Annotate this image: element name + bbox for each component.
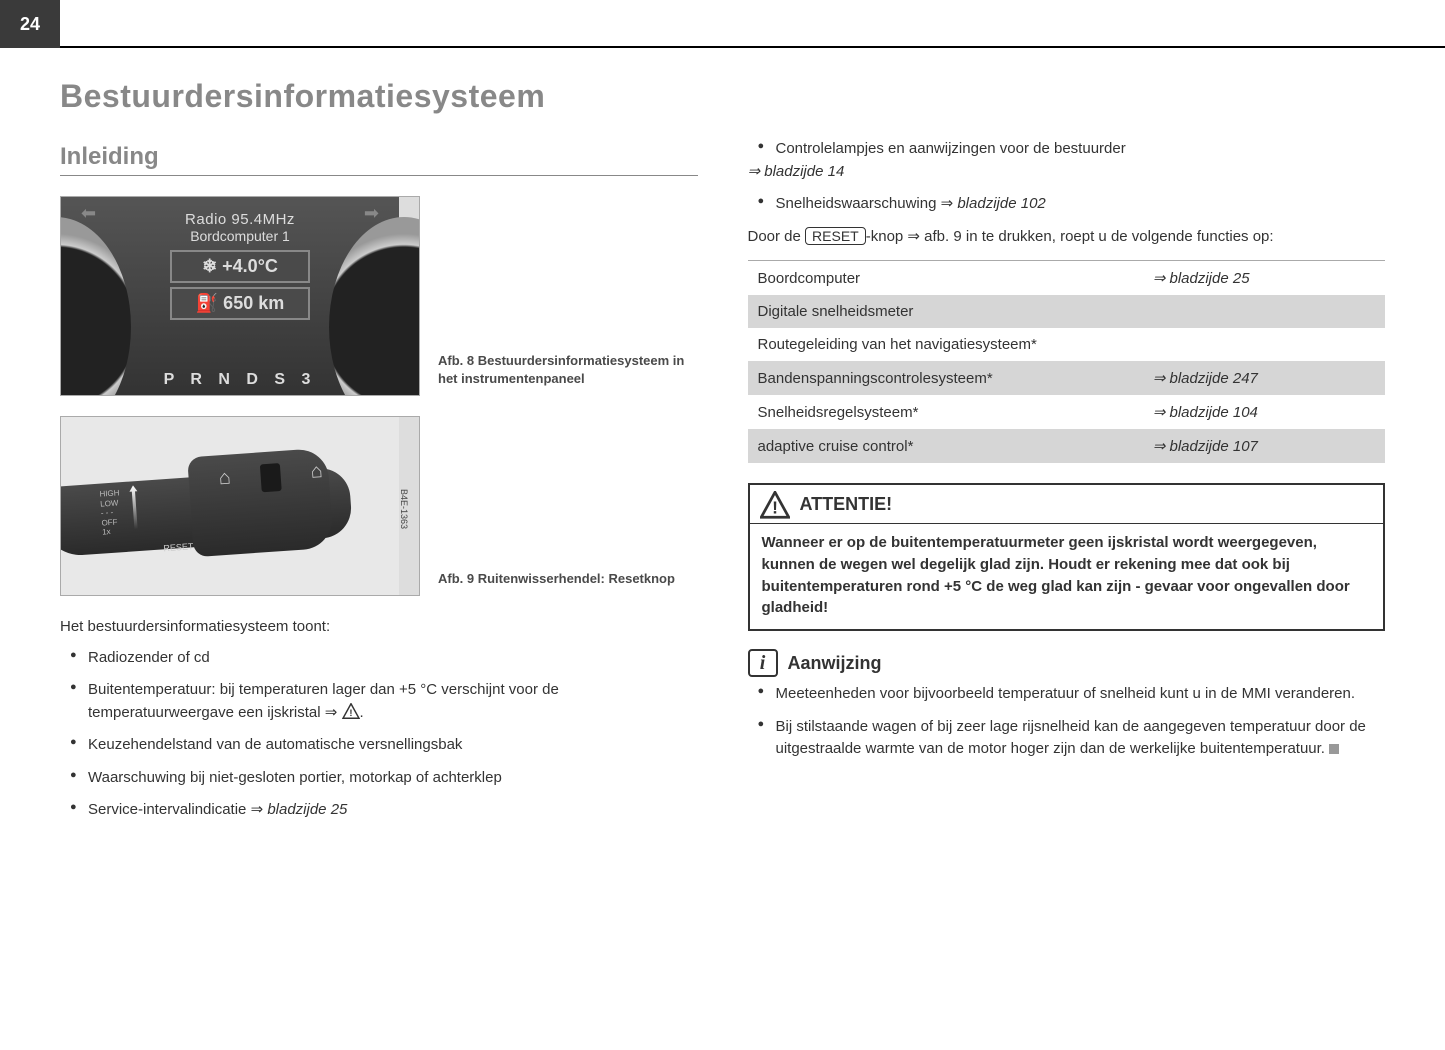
list-item: Radiozender of cd xyxy=(60,647,698,670)
table-cell-ref: ⇒ bladzijde 247 xyxy=(1143,361,1385,395)
list-item: Service-intervalindicatie ⇒ bladzijde 25 xyxy=(60,799,698,822)
left-gauge xyxy=(60,217,131,396)
table-cell-ref: ⇒ bladzijde 25 xyxy=(1143,261,1385,296)
list-item: Controlelampjes en aanwijzingen voor de … xyxy=(748,138,1386,183)
left-turn-arrow-icon: ⬅ xyxy=(81,203,96,224)
info-header: i Aanwijzing xyxy=(748,649,1386,677)
range-box: ⛽ 650 km xyxy=(170,287,310,320)
left-bullet-list: Radiozender of cd Buitentemperatuur: bij… xyxy=(60,647,698,822)
temperature-box: ❄ +4.0°C xyxy=(170,250,310,283)
list-item: Meeteenheden voor bijvoorbeeld temperatu… xyxy=(748,683,1386,706)
table-cell-ref xyxy=(1143,328,1385,361)
wiper-fast-icon: ⌂ xyxy=(310,460,324,489)
boardcomputer-text: Bordcomputer 1 xyxy=(140,228,340,244)
table-cell-label: Snelheidsregelsysteem* xyxy=(748,395,1143,429)
attention-box: ! ATTENTIE! Wanneer er op de buitentempe… xyxy=(748,483,1386,631)
figure-9-row: B4E-1363 HIGH LOW - - - OFF 1x ⌂ ⌂ RESET… xyxy=(60,416,698,596)
table-cell-label: Bandenspanningscontrolesysteem* xyxy=(748,361,1143,395)
figure-9-caption: Afb. 9 Ruitenwisserhendel: Resetknop xyxy=(438,570,675,596)
table-cell-label: Digitale snelheidsmeter xyxy=(748,295,1143,328)
reset-label: RESET xyxy=(163,541,194,553)
info-title: Aanwijzing xyxy=(788,653,882,674)
reset-para-a: Door de xyxy=(748,228,806,245)
radio-text: Radio 95.4MHz xyxy=(140,211,340,228)
page-ref: ⇒ bladzijde 14 xyxy=(748,163,845,180)
right-column: Controlelampjes en aanwijzingen voor de … xyxy=(748,78,1386,832)
figure-9-stalk: B4E-1363 HIGH LOW - - - OFF 1x ⌂ ⌂ RESET xyxy=(60,416,420,596)
figure-8-dashboard: B4E-0947 ⬅ ➡ Radio 95.4MHz Bordcomputer … xyxy=(60,196,420,396)
attention-header: ! ATTENTIE! xyxy=(750,485,1384,524)
page-ref: bladzijde 25 xyxy=(267,801,347,818)
page-ref: bladzijde 102 xyxy=(957,195,1045,212)
table-cell-ref: ⇒ bladzijde 107 xyxy=(1143,429,1385,463)
functions-table: Boordcomputer⇒ bladzijde 25Digitale snel… xyxy=(748,260,1386,463)
bullet-text: Bij stilstaande wagen of bij zeer lage r… xyxy=(776,718,1366,758)
list-item: Snelheidswaarschuwing ⇒ bladzijde 102 xyxy=(748,193,1386,216)
table-cell-label: adaptive cruise control* xyxy=(748,429,1143,463)
right-turn-arrow-icon: ➡ xyxy=(364,203,379,224)
dash-center: Radio 95.4MHz Bordcomputer 1 ❄ +4.0°C ⛽ … xyxy=(140,211,340,324)
right-gauge xyxy=(329,217,420,396)
section-title: Inleiding xyxy=(60,143,698,176)
info-icon: i xyxy=(748,649,778,677)
main-title: Bestuurdersinformatiesysteem xyxy=(60,78,698,115)
svg-text:!: ! xyxy=(772,498,778,518)
table-row: adaptive cruise control*⇒ bladzijde 107 xyxy=(748,429,1386,463)
bullet-text: Service-intervalindicatie ⇒ xyxy=(88,801,267,818)
table-cell-label: Routegeleiding van het navigatiesysteem* xyxy=(748,328,1143,361)
table-row: Routegeleiding van het navigatiesysteem* xyxy=(748,328,1386,361)
left-column: Bestuurdersinformatiesysteem Inleiding B… xyxy=(60,78,698,832)
attention-title: ATTENTIE! xyxy=(800,494,893,515)
page-number: 24 xyxy=(0,0,60,48)
table-row: Snelheidsregelsysteem*⇒ bladzijde 104 xyxy=(748,395,1386,429)
table-row: Boordcomputer⇒ bladzijde 25 xyxy=(748,261,1386,296)
gear-indicator: P R N D S 3 xyxy=(164,371,317,389)
table-cell-label: Boordcomputer xyxy=(748,261,1143,296)
table-row: Bandenspanningscontrolesysteem*⇒ bladzij… xyxy=(748,361,1386,395)
table-cell-ref xyxy=(1143,295,1385,328)
warning-triangle-icon: ! xyxy=(760,491,790,517)
bullet-text: Controlelampjes en aanwijzingen voor de … xyxy=(776,140,1126,157)
list-item: Keuzehendelstand van de automatische ver… xyxy=(60,734,698,757)
hilo-arrow-icon xyxy=(129,485,140,529)
list-item: Bij stilstaande wagen of bij zeer lage r… xyxy=(748,716,1386,761)
content-area: Bestuurdersinformatiesysteem Inleiding B… xyxy=(0,48,1445,832)
info-bullet-list: Meeteenheden voor bijvoorbeeld temperatu… xyxy=(748,683,1386,761)
table-cell-ref: ⇒ bladzijde 104 xyxy=(1143,395,1385,429)
right-top-bullets: Controlelampjes en aanwijzingen voor de … xyxy=(748,138,1386,216)
figure-8-caption: Afb. 8 Bestuurdersinformatiesysteem in h… xyxy=(438,352,698,396)
table-row: Digitale snelheidsmeter xyxy=(748,295,1386,328)
warning-triangle-icon: ! xyxy=(342,703,360,719)
end-mark-icon xyxy=(1329,744,1339,754)
reset-button-label: RESET xyxy=(805,227,866,245)
wiper-icons: ⌂ ⌂ xyxy=(218,460,324,495)
wiper-stalk: HIGH LOW - - - OFF 1x ⌂ ⌂ RESET xyxy=(60,466,353,557)
wiper-slow-icon: ⌂ xyxy=(218,467,232,496)
bullet-text-end: . xyxy=(360,704,364,721)
hilo-labels: HIGH LOW - - - OFF 1x xyxy=(99,488,122,537)
intro-line: Het bestuurdersinformatiesysteem toont: xyxy=(60,616,698,639)
bullet-text: Snelheidswaarschuwing ⇒ xyxy=(776,195,958,212)
list-item: Waarschuwing bij niet-gesloten portier, … xyxy=(60,767,698,790)
rocker-switch-icon xyxy=(260,463,282,492)
fig9-code: B4E-1363 xyxy=(399,417,419,595)
svg-text:!: ! xyxy=(349,708,352,719)
list-item: Buitentemperatuur: bij temperaturen lage… xyxy=(60,679,698,724)
bullet-text: Buitentemperatuur: bij temperaturen lage… xyxy=(88,681,559,721)
reset-paragraph: Door de RESET-knop ⇒ afb. 9 in te drukke… xyxy=(748,226,1386,249)
top-rule xyxy=(60,0,1445,48)
reset-para-b: -knop ⇒ afb. 9 in te drukken, roept u de… xyxy=(866,228,1274,245)
figure-8-row: B4E-0947 ⬅ ➡ Radio 95.4MHz Bordcomputer … xyxy=(60,196,698,396)
attention-body: Wanneer er op de buitentemperatuurmeter … xyxy=(750,524,1384,629)
